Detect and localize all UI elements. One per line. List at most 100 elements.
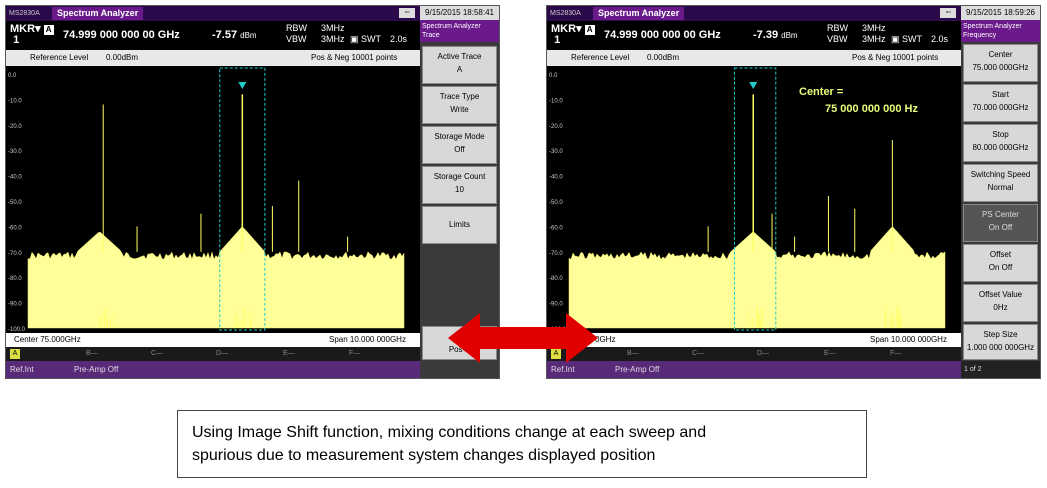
analyzer-screen-right: MS2830A Spectrum Analyzer ▫▫ MKR▾ A 1 74.… [546,5,1041,379]
trace-status-row: A B— C— D— E— F— [6,347,420,361]
softkey-storage-count[interactable]: Storage Count 10 [422,166,497,204]
trace-e-indicator: E— [824,350,836,357]
marker-frequency: 74.999 000 000 00 GHz [63,29,180,41]
reference-level-value: 0.00dBm [647,53,680,62]
trace-d-indicator: D— [757,350,770,357]
y-tick-label: -60.0 [8,225,22,231]
marker-frequency: 74.999 000 000 00 GHz [604,29,721,41]
noise-floor-trace [568,226,946,329]
y-tick-label: -60.0 [549,225,563,231]
trace-e-indicator: E— [283,350,295,357]
marker-zone-box [733,67,777,331]
softkey-panel: 9/15/2015 18:59:26 Spectrum Analyzer Freq… [961,6,1040,378]
sweep-time-label: ▣ SWT [891,34,923,44]
softkey-start[interactable]: Start 70.000 000GHz [963,84,1038,122]
marker-level: -7.39 dBm [753,29,798,41]
y-tick-label: -90.0 [8,302,22,308]
model-label: MS2830A [9,10,40,17]
softkey-stop[interactable]: Stop 80.000 000GHz [963,124,1038,162]
y-tick-label: -10.0 [8,98,22,104]
y-tick-label: -70.0 [549,251,563,257]
detector-points: Pos & Neg 10001 points [852,53,939,62]
marker-label: MKR▾ A 1 [551,24,595,46]
sweep-time-value: 2.0s [931,34,949,44]
softkey-storage-mode[interactable]: Storage Mode Off [422,126,497,164]
trace-c-indicator: C— [692,350,705,357]
bw-labels: RBW VBW [827,23,848,44]
y-tick-label: -80.0 [549,276,563,282]
reference-bar: Reference Level 0.00dBm Pos & Neg 10001 … [547,50,961,66]
title-bar: MS2830A Spectrum Analyzer ▫▫ [547,6,961,21]
trace-display[interactable]: 0.0 -10.0 -20.0 -30.0 -40.0 -50.0 -60.0 -70.0 -8… [547,66,961,333]
softkey-limits[interactable]: Limits [422,206,497,244]
y-tick-label: -50.0 [549,200,563,206]
frequency-footer: Center 75.000GHz Span 10.000 000GHz [6,333,420,347]
trace-a-indicator: A [10,349,20,359]
y-tick-label: -50.0 [8,200,22,206]
bw-values: 3MHz 3MHz [862,23,886,44]
y-tick-label: -20.0 [8,124,22,130]
model-label: MS2830A [550,10,581,17]
softkey-trace-type[interactable]: Trace Type Write [422,86,497,124]
frequency-footer: 0GHz Span 10.000 000GHz [547,333,961,347]
softkey-offset[interactable]: Offset On Off [963,244,1038,282]
trace-status-row: A B— C— D— E— F— [547,347,961,361]
window-button-icon[interactable]: ▫▫ [940,8,956,18]
span-frequency: Span 10.000 000GHz [870,335,947,344]
preamp-status: Pre-Amp Off [615,365,660,374]
trace-b-indicator: B— [627,350,639,357]
span-frequency: Span 10.000 000GHz [329,335,406,344]
trace-f-indicator: F— [890,350,902,357]
ref-int: Ref.Int [10,365,34,374]
trace-c-indicator: C— [151,350,164,357]
trace-d-indicator: D— [216,350,229,357]
double-arrow-icon [448,313,598,363]
softkey-title: Spectrum Analyzer Trace [420,20,499,42]
reference-level-value: 0.00dBm [106,53,139,62]
reference-bar: Reference Level 0.00dBm Pos & Neg 10001 … [6,50,420,66]
marker-header: MKR▾ A 1 74.999 000 000 00 GHz -7.39 dBm … [547,21,961,50]
caption-line-1: Using Image Shift function, mixing condi… [192,424,707,441]
softkey-active-trace[interactable]: Active Trace A [422,46,497,84]
softkey-center[interactable]: Center 75.000 000GHz [963,44,1038,82]
trace-f-indicator: F— [349,350,361,357]
app-title: Spectrum Analyzer [593,7,685,20]
y-tick-label: 0.0 [549,73,558,79]
center-annotation-value: 75 000 000 000 Hz [825,103,918,115]
app-title: Spectrum Analyzer [52,7,144,20]
window-button-icon[interactable]: ▫▫ [399,8,415,18]
center-frequency: 0GHz [595,335,616,344]
marker-label: MKR▾ A 1 [10,24,54,46]
caption-box: Using Image Shift function, mixing condi… [177,410,867,478]
y-tick-label: -20.0 [549,124,563,130]
y-tick-label: -30.0 [549,149,563,155]
page-indicator: 1 of 2 [961,361,1040,378]
preamp-status: Pre-Amp Off [74,365,119,374]
ref-int: Ref.Int [551,365,575,374]
softkey-ps-center[interactable]: PS Center On Off [963,204,1038,242]
trace-display[interactable]: 0.0 -10.0 -20.0 -30.0 -40.0 -50.0 -60.0 -70.0 -8… [6,66,420,333]
y-tick-label: -80.0 [8,276,22,282]
softkey-step-size[interactable]: Step Size 1.000 000 000GHz [963,324,1038,360]
y-tick-label: -70.0 [8,251,22,257]
status-bar: Ref.Int Pre-Amp Off [6,361,420,378]
bw-labels: RBW VBW [286,23,307,44]
y-tick-label: -100.0 [8,327,26,333]
reference-level-label: Reference Level [571,53,630,62]
marker-triangle-icon [238,82,247,89]
title-bar: MS2830A Spectrum Analyzer ▫▫ [6,6,420,21]
spectrum-trace-svg: 0.0 -10.0 -20.0 -30.0 -40.0 -50.0 -60.0 -70.0 -8… [6,66,420,333]
softkey-offset-value[interactable]: Offset Value 0Hz [963,284,1038,322]
marker-zone-box [219,67,266,331]
y-tick-label: -40.0 [8,175,22,181]
y-tick-label: -40.0 [549,175,563,181]
bw-values: 3MHz 3MHz [321,23,345,44]
y-tick-label: -30.0 [8,149,22,155]
sweep-time-label: ▣ SWT [350,34,382,44]
trace-a-indicator: A [551,349,561,359]
softkey-switching-speed[interactable]: Switching Speed Normal [963,164,1038,202]
noise-floor-trace [27,226,405,329]
softkey-title: Spectrum Analyzer Frequency [961,20,1040,42]
y-tick-label: 0.0 [8,73,17,79]
marker-triangle-icon [749,82,758,89]
